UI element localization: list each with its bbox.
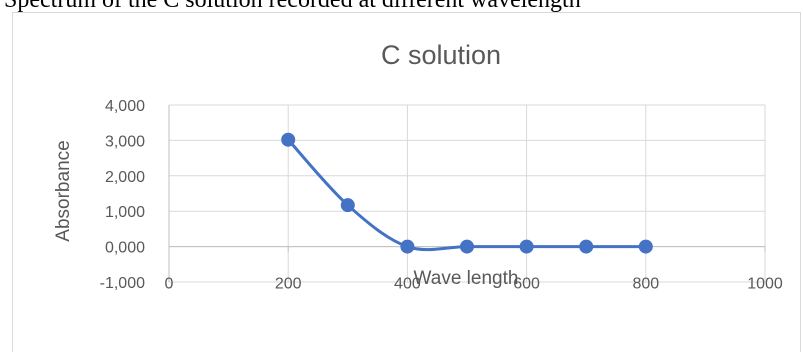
chart-title: C solution <box>381 40 501 70</box>
series-layer <box>281 132 653 254</box>
data-point <box>638 239 653 254</box>
document-header-text: Spectrum of the C solution recorded at d… <box>4 0 581 13</box>
data-point <box>281 132 296 147</box>
data-point <box>460 239 474 254</box>
x-axis-title: Wave length <box>414 268 519 289</box>
series-line <box>286 138 648 252</box>
data-point <box>400 239 415 254</box>
data-point <box>519 239 534 254</box>
x-tick-label: 0 <box>165 276 174 293</box>
x-tick-label: 400 <box>394 276 421 293</box>
y-tick-label: 4,000 <box>105 98 145 115</box>
y-tick-label: -1,000 <box>100 275 145 292</box>
x-tick-labels: 0 200 400 600 800 1000 <box>165 276 783 293</box>
x-tick-label: 800 <box>632 276 659 293</box>
data-point <box>579 239 594 254</box>
chart-frame <box>12 12 801 352</box>
x-tick-label: 200 <box>275 276 302 293</box>
y-tick-label: 3,000 <box>105 133 145 150</box>
grid-lines <box>169 104 766 283</box>
x-tick-label: 600 <box>513 276 540 293</box>
y-axis-title: Absorbance <box>53 140 74 241</box>
axes <box>168 105 766 282</box>
y-tick-label: 0,000 <box>105 240 145 257</box>
data-point <box>340 198 355 213</box>
y-tick-labels: -1,000 0,000 1,000 2,000 3,000 4,000 <box>100 98 145 292</box>
y-tick-label: 2,000 <box>105 169 145 186</box>
y-tick-label: 1,000 <box>105 204 145 221</box>
x-tick-label: 1000 <box>747 276 783 293</box>
